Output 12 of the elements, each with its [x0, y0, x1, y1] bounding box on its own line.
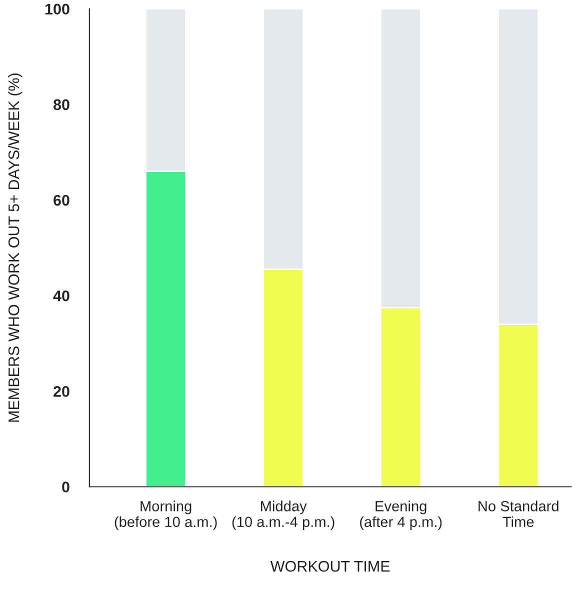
y-tick-label: 60	[54, 194, 70, 206]
y-tick-label: 100	[45, 4, 70, 15]
y-tick-label: 20	[54, 386, 70, 397]
y-tick-label: 40	[53, 290, 70, 302]
x-tick-label: Evening (after 4 p.m.)	[360, 500, 442, 530]
y-tick-label: 0	[62, 482, 70, 492]
x-tick-label: Morning (before 10 a.m.)	[114, 500, 217, 530]
x-tick-label: No Standard Time	[478, 500, 558, 528]
x-tick-label: Midday (10 a.m.-4 p.m.)	[232, 500, 334, 530]
y-tick-label: 80	[53, 99, 70, 110]
x-axis-title: WORKOUT TIME	[270, 560, 390, 572]
y-axis-title: MEMBERS WHO WORK OUT 5+ DAYS/WEEK (%)	[8, 74, 22, 422]
